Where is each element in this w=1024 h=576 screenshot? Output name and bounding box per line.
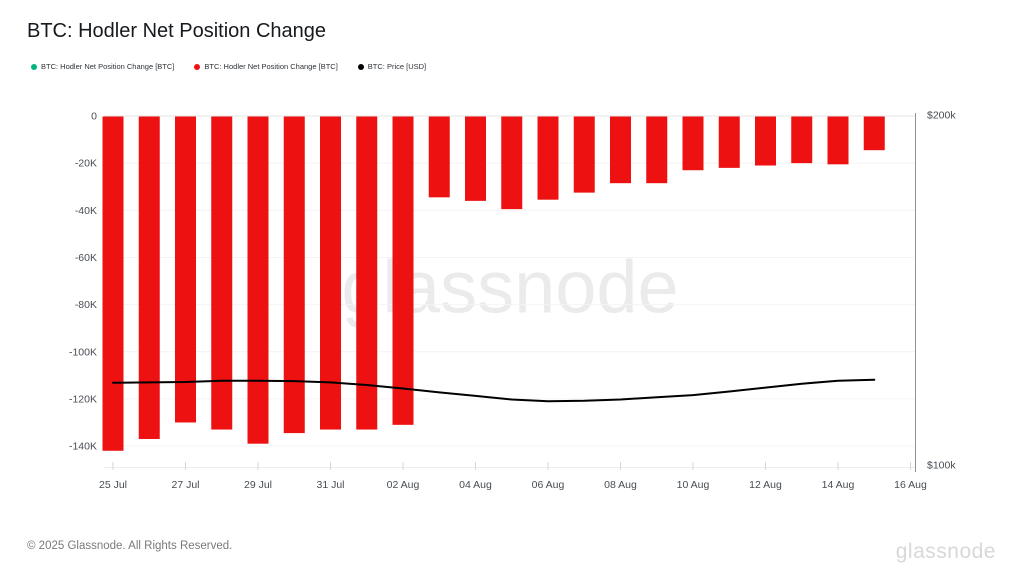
plot-area[interactable]: [104, 113, 916, 469]
bar[interactable]: [755, 116, 776, 166]
copyright-text: © 2025 Glassnode. All Rights Reserved.: [27, 540, 233, 552]
bar[interactable]: [102, 116, 124, 451]
bar[interactable]: [863, 116, 885, 151]
price-line: [112, 378, 876, 403]
green-dot-icon: [31, 63, 37, 70]
black-dot-icon: [357, 63, 364, 70]
y-axis-label: -140K: [69, 441, 97, 453]
legend-item-label: BTC: Hodler Net Position Change [BTC]: [41, 62, 175, 71]
x-axis-label: 04 Aug: [459, 479, 492, 491]
x-axis-label: 25 Jul: [99, 479, 127, 491]
bar[interactable]: [791, 116, 813, 164]
x-axis-label: 02 Aug: [387, 479, 420, 491]
y-axis-label: 0: [91, 111, 97, 123]
bar[interactable]: [646, 116, 668, 184]
x-axis-label: 10 Aug: [677, 479, 710, 491]
right-axis-label: $200k: [927, 110, 956, 122]
y-axis-label: -80K: [75, 299, 97, 311]
legend-item-label: BTC: Hodler Net Position Change [BTC]: [204, 62, 338, 71]
glassnode-logo: glassnode: [895, 540, 996, 563]
bar[interactable]: [537, 116, 559, 200]
legend-item-hodler-negative[interactable]: BTC: Hodler Net Position Change [BTC]: [194, 62, 338, 71]
bar[interactable]: [211, 116, 233, 430]
legend-item-price[interactable]: BTC: Price [USD]: [357, 62, 427, 71]
legend-item-hodler-positive[interactable]: BTC: Hodler Net Position Change [BTC]: [31, 62, 174, 71]
bar[interactable]: [356, 116, 378, 430]
x-axis-label: 06 Aug: [532, 479, 565, 491]
bar[interactable]: [501, 116, 523, 210]
chart-legend: BTC: Hodler Net Position Change [BTC] BT…: [31, 62, 426, 71]
x-axis-label: 16 Aug: [894, 479, 927, 491]
legend-item-label: BTC: Price [USD]: [367, 62, 427, 71]
bar[interactable]: [392, 116, 414, 425]
bar[interactable]: [428, 116, 450, 198]
page-title: BTC: Hodler Net Position Change: [27, 20, 327, 42]
y-axis-label: -100K: [69, 346, 97, 358]
bar[interactable]: [718, 116, 740, 168]
x-axis-label: 31 Jul: [316, 479, 344, 491]
bar[interactable]: [682, 116, 704, 171]
red-dot-icon: [194, 63, 201, 70]
x-axis-label: 08 Aug: [604, 479, 637, 491]
bar[interactable]: [320, 116, 341, 430]
bar[interactable]: [610, 116, 631, 184]
x-axis-label: 29 Jul: [244, 479, 272, 491]
x-axis-label: 27 Jul: [171, 479, 199, 491]
x-axis-label: 12 Aug: [749, 479, 782, 491]
y-axis-label: -40K: [75, 205, 97, 217]
y-axis-label: -20K: [75, 158, 97, 170]
right-axis-label: $100k: [927, 460, 956, 472]
y-axis-label: -60K: [75, 252, 97, 264]
bar[interactable]: [138, 116, 160, 439]
x-axis-label: 14 Aug: [822, 479, 855, 491]
bar[interactable]: [175, 116, 196, 423]
bar[interactable]: [573, 116, 595, 193]
bar[interactable]: [827, 116, 849, 165]
bar[interactable]: [283, 116, 305, 434]
y-axis-label: -120K: [69, 393, 97, 405]
bar[interactable]: [465, 116, 486, 201]
bar[interactable]: [247, 116, 269, 444]
